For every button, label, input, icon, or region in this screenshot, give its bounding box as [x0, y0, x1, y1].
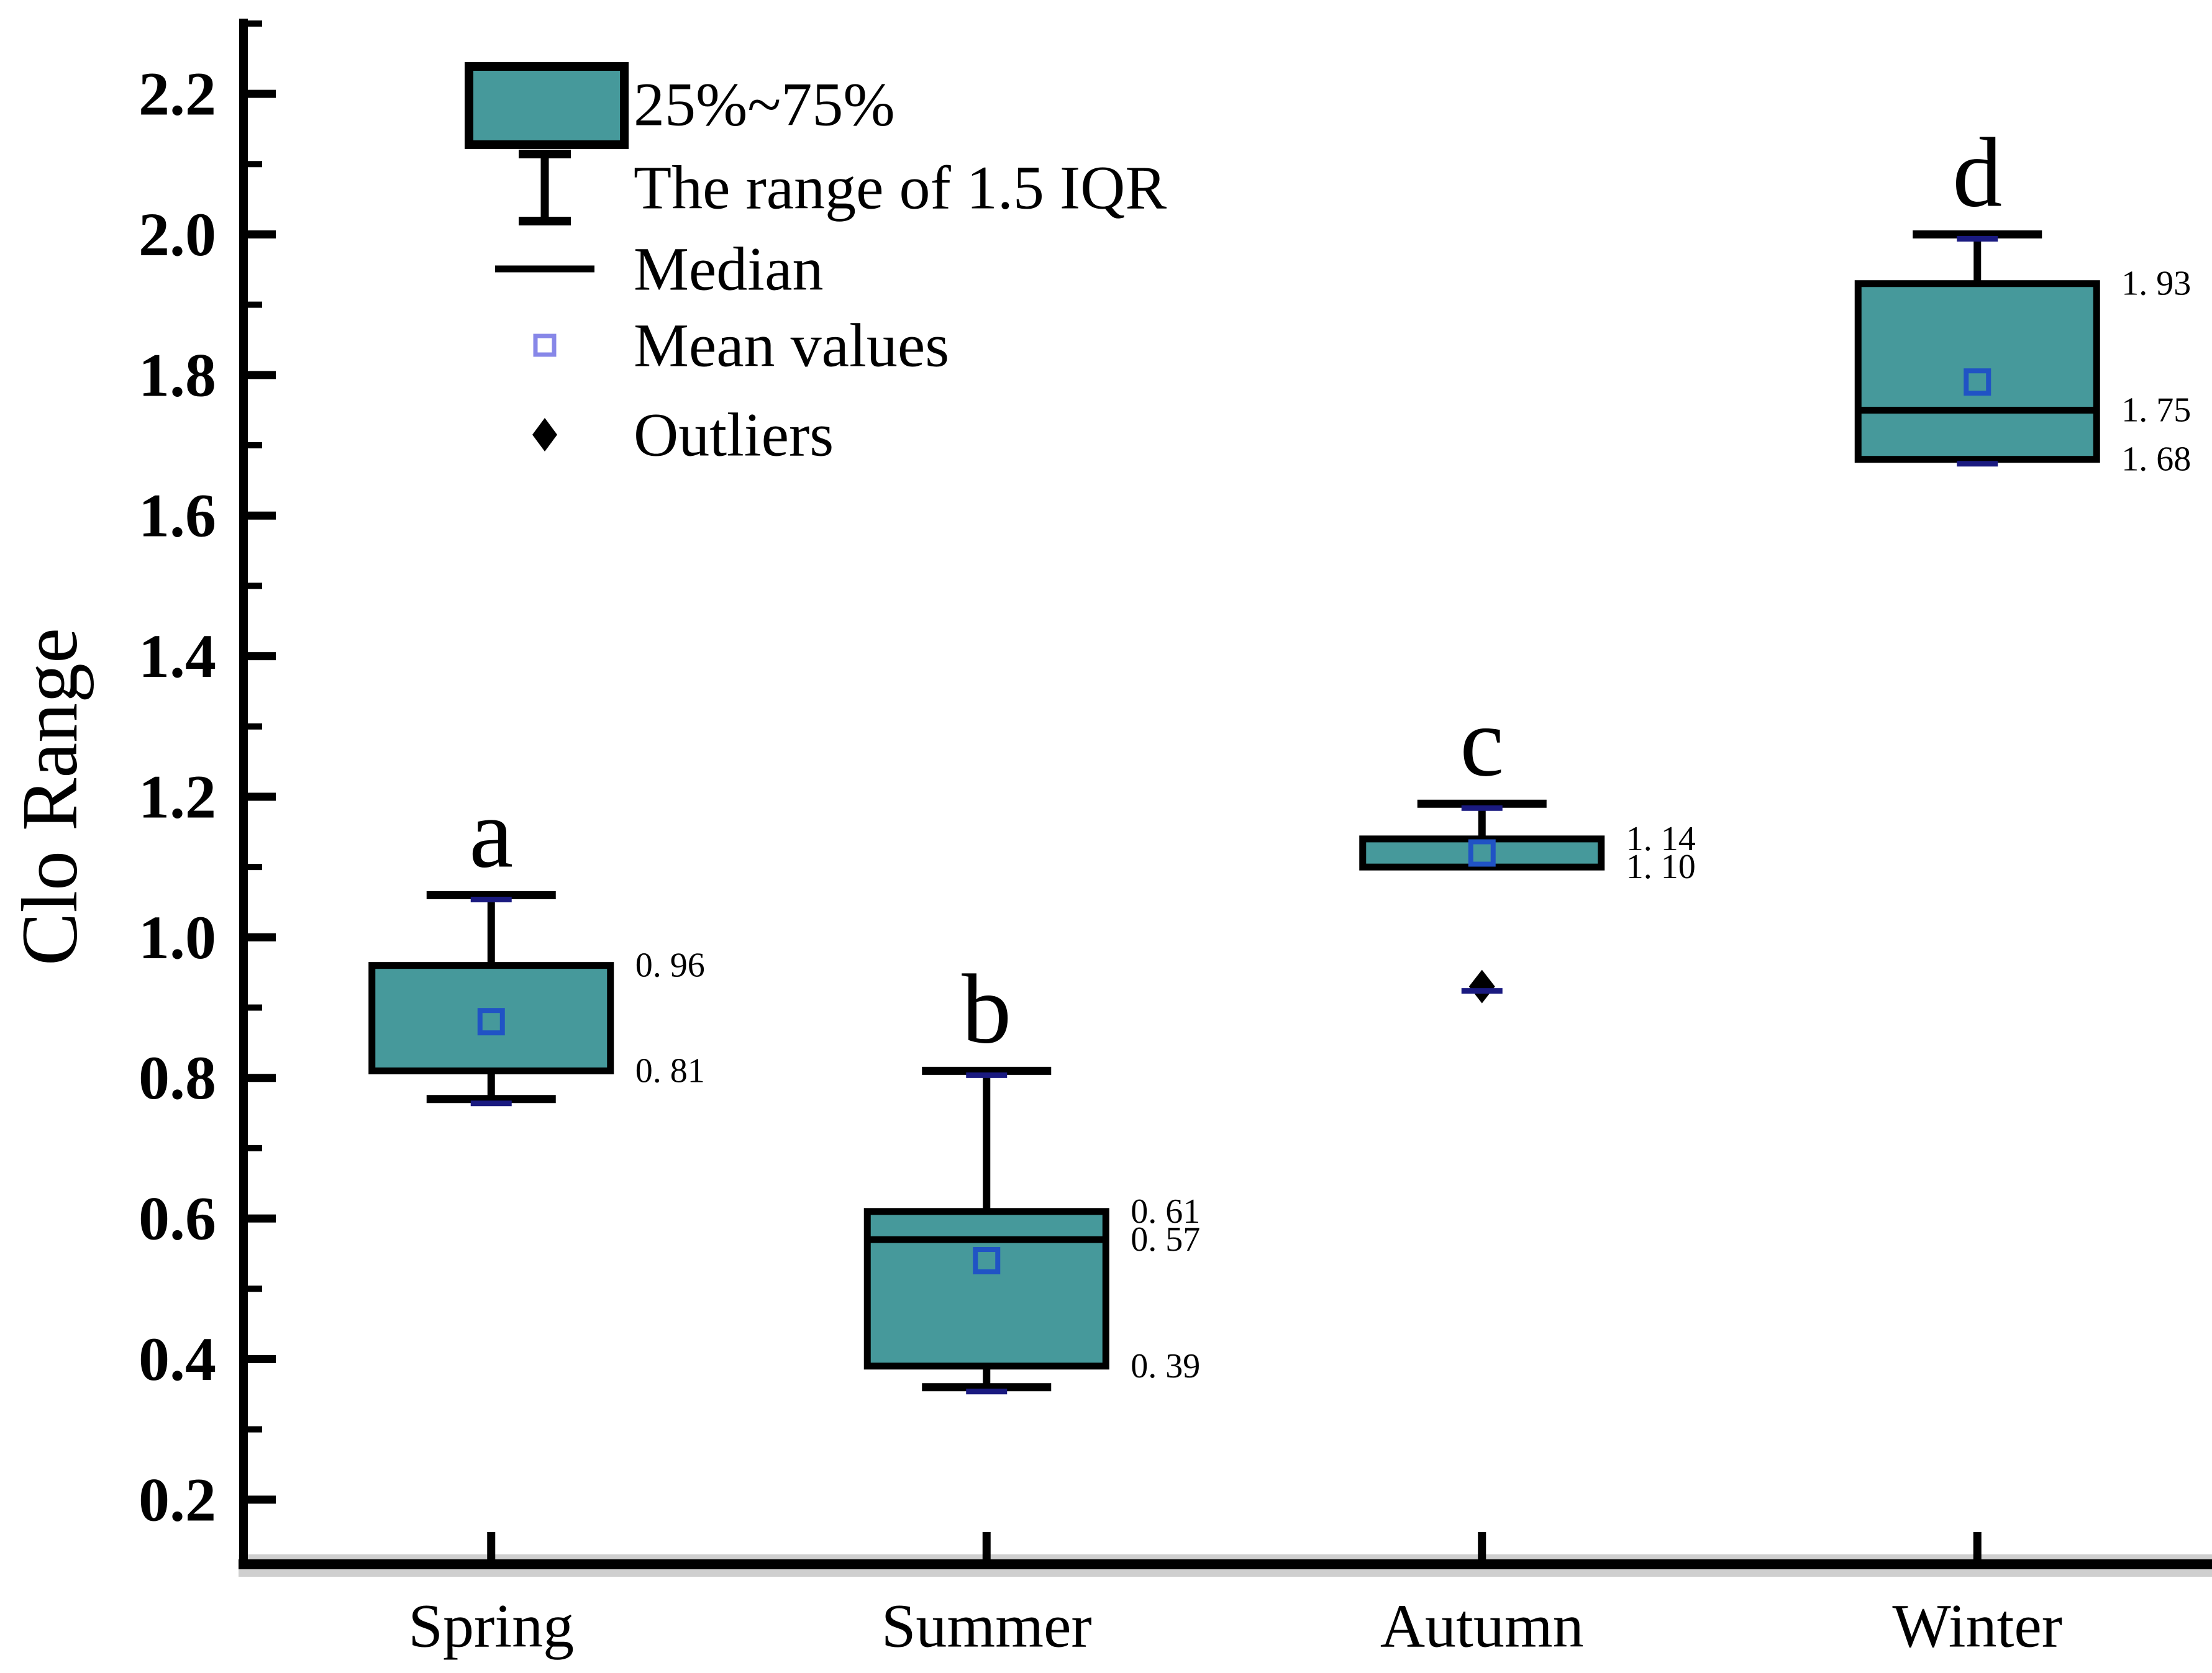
- legend-label-3: Mean values: [634, 311, 949, 380]
- value-label-summer-0: 0. 61: [1131, 1192, 1200, 1231]
- value-label-spring-1: 0. 81: [635, 1051, 705, 1090]
- y-tick-label: 1.4: [139, 622, 216, 691]
- mean-marker-autumn: [1468, 839, 1496, 867]
- value-label-summer-1: 0. 57: [1131, 1220, 1200, 1259]
- mean-marker-winter: [1964, 368, 1991, 396]
- y-tick-label: 0.2: [139, 1465, 216, 1534]
- y-tick-label: 2.0: [139, 200, 216, 269]
- x-label-autumn: Autumn: [1380, 1592, 1584, 1661]
- value-label-winter-1: 1. 75: [2121, 391, 2191, 429]
- box-summer: [863, 1208, 1109, 1370]
- legend-box-swatch: [465, 62, 629, 149]
- box-spring: [368, 962, 614, 1074]
- mean-marker-spring: [477, 1008, 505, 1036]
- sig-letter-spring: a: [469, 778, 513, 888]
- y-tick-label: 2.2: [139, 60, 216, 129]
- x-label-winter: Winter: [1892, 1592, 2062, 1661]
- legend-outlier-diamond: [532, 418, 557, 451]
- y-tick-label: 1.6: [139, 481, 216, 550]
- y-tick-label: 1.2: [139, 762, 216, 831]
- outlier-diamond-autumn-0: [1468, 969, 1495, 1004]
- mean-marker-summer: [973, 1247, 1001, 1275]
- legend-label-2: Median: [634, 235, 823, 304]
- legend-label-0: 25%~75%: [634, 70, 895, 139]
- value-label-summer-2: 0. 39: [1131, 1347, 1200, 1385]
- legend-label-1: The range of 1.5 IQR: [634, 153, 1167, 222]
- sig-letter-autumn: c: [1460, 686, 1504, 797]
- sig-letter-summer: b: [962, 953, 1011, 1064]
- value-label-spring-0: 0. 96: [635, 946, 705, 985]
- y-tick-label: 0.6: [139, 1184, 216, 1253]
- legend-label-4: Outliers: [634, 401, 834, 469]
- x-label-spring: Spring: [408, 1592, 574, 1661]
- y-tick-label: 0.4: [139, 1325, 216, 1394]
- y-tick-label: 1.0: [139, 903, 216, 972]
- value-label-autumn-1: 1. 10: [1626, 848, 1696, 886]
- value-label-winter-0: 1. 93: [2121, 265, 2191, 303]
- value-label-autumn-0: 1. 14: [1626, 820, 1696, 858]
- x-label-summer: Summer: [881, 1592, 1092, 1661]
- legend-mean-square: [533, 333, 557, 357]
- value-label-winter-2: 1. 68: [2121, 440, 2191, 479]
- sig-letter-winter: d: [1952, 117, 2002, 227]
- y-axis-title: Clo Range: [6, 628, 94, 966]
- y-tick-label: 0.8: [139, 1043, 216, 1112]
- y-tick-label: 1.8: [139, 340, 216, 409]
